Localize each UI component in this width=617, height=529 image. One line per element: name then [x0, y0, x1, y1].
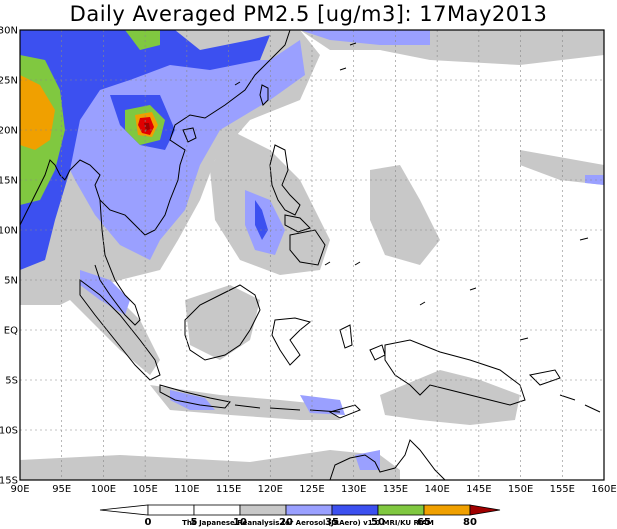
- coastline-sulawesi: [271, 317, 312, 366]
- colorbar: [99, 504, 501, 516]
- colorbar-segment: [423, 504, 471, 516]
- colorbar-tick-label: 0: [145, 517, 152, 528]
- coastline-new-britain: [528, 369, 561, 386]
- coastline-java: [159, 384, 231, 409]
- colorbar-segment: [377, 504, 425, 516]
- lightblue-field-east-small: [585, 175, 604, 185]
- coastline-timor: [328, 404, 361, 419]
- latitude-labels: 30N 25N 20N 15N 10N 5N EQ 5S 10S 15S: [0, 26, 18, 487]
- longitude-label: 130E: [341, 484, 366, 495]
- latitude-label: 30N: [0, 26, 18, 37]
- longitude-label: 125E: [299, 484, 324, 495]
- longitude-label: 95E: [52, 484, 71, 495]
- coastline-luzon: [269, 144, 301, 216]
- gray-field-east-strip: [520, 150, 604, 185]
- lightblue-field-malacca: [80, 270, 130, 315]
- colorbar-tick-label: 10: [233, 517, 247, 528]
- graticule-grid: [20, 30, 604, 480]
- longitude-label: 135E: [383, 484, 408, 495]
- gray-field-borneo: [185, 285, 260, 360]
- blue-field-luzon: [255, 200, 268, 240]
- gray-field-java: [150, 385, 340, 420]
- colorbar-tick-label: 20: [279, 517, 293, 528]
- colorbar-segment: [193, 504, 241, 516]
- orange-field-northwest: [20, 75, 55, 150]
- colorbar-tick-label: 35: [325, 517, 339, 528]
- pm25-concentration-fields: [20, 30, 604, 480]
- longitude-label: 150E: [508, 484, 533, 495]
- coastline-malay-peninsula: [94, 199, 141, 326]
- blue-field-north: [20, 30, 270, 270]
- coastline-taiwan: [259, 84, 269, 106]
- plot-frame: [19, 29, 605, 481]
- longitude-label: 90E: [10, 484, 29, 495]
- colorbar-segment: [331, 504, 379, 516]
- colorbar-tick-labels: 0 5 10 20 35 50 65 80: [145, 517, 477, 528]
- gray-field-australia: [20, 450, 400, 480]
- colorbar-tick-label: 50: [371, 517, 385, 528]
- colorbar-segment: [239, 504, 287, 516]
- map-title: Daily Averaged PM2.5 [ug/m3]: 17May2013: [69, 2, 548, 26]
- latitude-label: 15S: [0, 476, 18, 487]
- colorbar-tick-label: 5: [191, 517, 198, 528]
- coastline-hainan: [182, 127, 197, 143]
- credit-text: The Japanese Reanalysis for Aerosol (JRA…: [182, 519, 434, 527]
- longitude-label: 110E: [174, 484, 199, 495]
- latitude-label: 15N: [0, 176, 18, 187]
- darkred-field-hotspot: [144, 123, 150, 131]
- longitude-label: 155E: [550, 484, 575, 495]
- gray-field-sumatra: [60, 270, 160, 375]
- green-field-north: [125, 30, 160, 50]
- longitude-label: 140E: [424, 484, 449, 495]
- coastline-lesser-sunda: [234, 404, 341, 413]
- colorbar-tick-label: 65: [417, 517, 431, 528]
- coastline-sumatra: [79, 279, 161, 381]
- coastline-new-guinea: [384, 339, 526, 406]
- latitude-label: 25N: [0, 76, 18, 87]
- coastline-visayas: [284, 214, 311, 233]
- gray-field-new-guinea: [380, 370, 520, 425]
- colorbar-upper-triangle: [469, 504, 501, 516]
- colorbar-lower-triangle: [99, 504, 149, 516]
- gray-field-east-blob: [370, 165, 440, 265]
- coastline-australia: [329, 439, 446, 481]
- latitude-label: 5N: [4, 276, 18, 287]
- colorbar-segment: [147, 504, 195, 516]
- longitude-label: 120E: [258, 484, 283, 495]
- coastline-small-islands: [234, 42, 589, 341]
- latitude-label: 10S: [0, 426, 18, 437]
- lightblue-field-south: [355, 450, 380, 470]
- longitude-label: 100E: [91, 484, 116, 495]
- lightblue-field-east: [300, 30, 430, 45]
- latitude-label: EQ: [4, 326, 18, 337]
- longitude-labels: 90E 95E 100E 105E 110E 115E 120E 125E 130E 135E 14…: [10, 484, 616, 495]
- colorbar-tick-label: 80: [463, 517, 477, 528]
- longitude-label: 145E: [466, 484, 491, 495]
- latitude-label: 10N: [0, 226, 18, 237]
- longitude-label: 160E: [591, 484, 616, 495]
- longitude-label: 115E: [216, 484, 241, 495]
- latitude-label: 20N: [0, 126, 18, 137]
- longitude-label: 105E: [132, 484, 157, 495]
- latitude-label: 5S: [5, 376, 18, 387]
- colorbar-segment: [285, 504, 333, 516]
